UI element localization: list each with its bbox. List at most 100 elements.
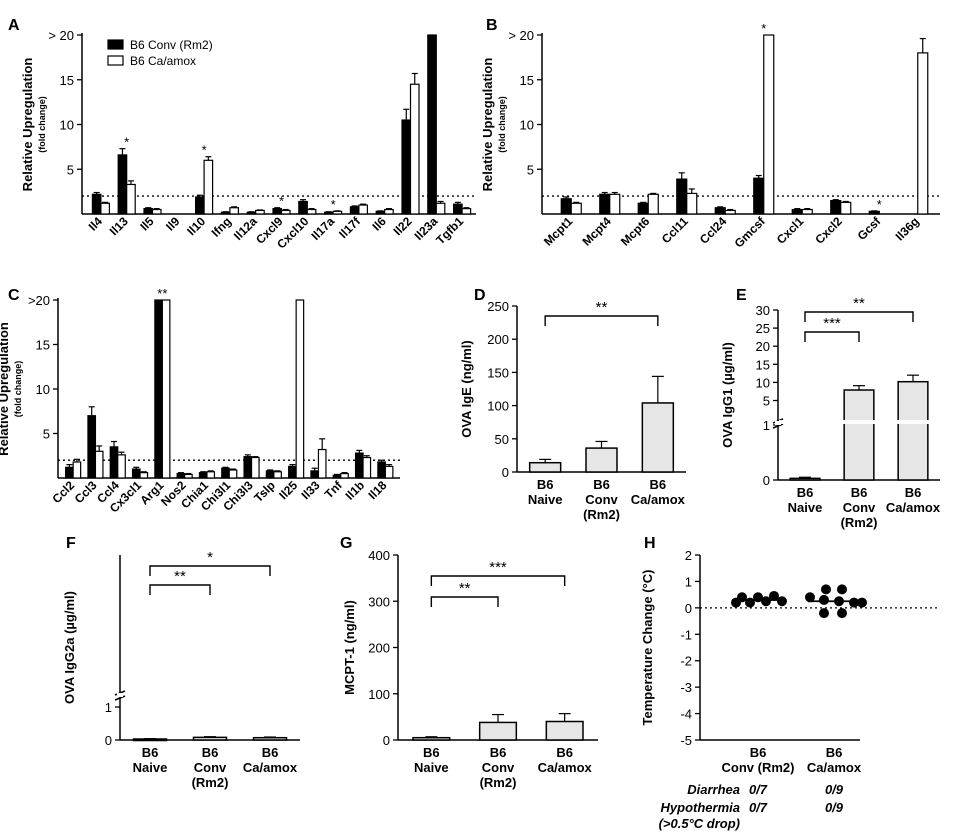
y-tick-label: -5	[680, 733, 692, 748]
data-point	[761, 596, 771, 607]
bar	[435, 202, 446, 215]
x-tick-label: Mcpt4	[579, 214, 614, 249]
data-point	[849, 597, 859, 608]
legend-label-conv: B6 Conv (Rm2)	[130, 38, 213, 52]
y-tick-label: 20	[756, 339, 770, 354]
y-axis-label: Relative Upregulation	[480, 58, 495, 192]
x-tick-label: Gmcsf	[732, 214, 769, 251]
x-tick-label: Il9	[163, 214, 183, 234]
data-point	[769, 590, 779, 601]
significance-bracket	[804, 311, 914, 322]
x-tick-label: (Rm2)	[583, 507, 620, 522]
y-tick-label: 0	[685, 601, 692, 616]
bar	[255, 209, 265, 215]
bar	[306, 208, 317, 215]
x-tick-label: Il18	[365, 478, 389, 502]
bar	[131, 468, 141, 479]
bar	[763, 34, 775, 215]
bar	[272, 208, 283, 215]
x-tick-label: Il4	[86, 214, 106, 234]
x-tick-label: B6	[262, 745, 279, 760]
x-tick-label: Ca/amox	[243, 760, 298, 775]
y-tick-label: 100	[368, 687, 390, 702]
bar	[324, 211, 334, 215]
panel-label-D: D	[474, 287, 486, 304]
bar	[250, 456, 260, 479]
bar	[203, 159, 214, 215]
x-tick-label: Conv (Rm2)	[722, 760, 795, 775]
x-tick-label: (Rm2)	[192, 775, 229, 790]
y-tick-label: 100	[487, 399, 509, 414]
significance-label: **	[853, 295, 865, 312]
significance-bracket	[804, 331, 860, 342]
bar	[585, 447, 618, 473]
bar	[109, 446, 119, 479]
significance-star: **	[157, 286, 167, 301]
significance-star: *	[202, 143, 207, 158]
y-tick-label: 1	[763, 418, 770, 433]
significance-label: **	[459, 580, 471, 597]
x-tick-label: Mcpt1	[541, 214, 576, 249]
x-tick-label: (Rm2)	[480, 775, 517, 790]
y-axis-label: MCPT-1 (ng/ml)	[342, 600, 357, 695]
y-tick-label: 10	[756, 375, 770, 390]
y-tick-label: 250	[487, 299, 509, 314]
bar	[298, 200, 308, 215]
x-tick-label: Tgfb1	[433, 214, 466, 247]
x-tick-label: Il25	[276, 478, 300, 502]
y-tick-label: 10	[60, 118, 74, 133]
y-tick-label: 15	[756, 357, 770, 372]
bar	[340, 472, 349, 479]
significance-star: *	[124, 135, 129, 150]
significance-star: *	[279, 194, 284, 209]
y-tick-label: 15	[520, 73, 534, 88]
bar	[676, 178, 688, 215]
bar	[228, 469, 238, 479]
bar	[599, 193, 611, 215]
bar	[206, 471, 216, 479]
x-tick-label: Naive	[788, 500, 823, 515]
bar	[714, 207, 726, 215]
bar	[724, 209, 736, 215]
x-tick-label: Cxcl2	[812, 214, 845, 247]
x-tick-label: Tnf	[322, 478, 346, 502]
legend-label-caamox: B6 Ca/amox	[130, 54, 196, 68]
x-tick-label: Mcpt6	[618, 214, 653, 249]
panel-label-E: E	[736, 287, 747, 304]
bar	[117, 454, 126, 479]
data-point	[837, 584, 847, 595]
bar-break-gap	[779, 420, 941, 424]
bar	[409, 83, 420, 215]
bar	[220, 211, 231, 215]
x-tick-label: (Rm2)	[841, 515, 878, 530]
x-tick-label: B6	[905, 485, 922, 500]
bar	[273, 471, 282, 479]
x-tick-label: Il13	[107, 214, 131, 238]
y-axis-sublabel: (fold change)	[37, 96, 47, 153]
panel-B: 5 10 15 > 20 Relative Upregulation (fold chan…	[480, 21, 940, 251]
y-axis-sublabel: (fold change)	[13, 361, 23, 418]
bar	[637, 202, 649, 215]
x-tick-label: Naive	[133, 760, 168, 775]
x-tick-label: Conv	[843, 500, 876, 515]
x-tick-label: Ccl11	[659, 214, 691, 246]
data-point	[857, 597, 867, 608]
y-tick-label: 10	[520, 118, 534, 133]
x-tick-label: B6	[797, 485, 814, 500]
y-tick-label: 5	[763, 394, 770, 409]
bar	[897, 380, 929, 481]
bar	[384, 465, 394, 479]
x-tick-label: Ca/amox	[886, 500, 941, 515]
bar	[265, 470, 275, 479]
x-tick-label: Ccl2	[49, 478, 77, 506]
x-tick-label: Il6	[369, 214, 389, 234]
bar	[560, 198, 572, 215]
bar	[384, 208, 394, 215]
bar	[840, 201, 852, 215]
y-tick-label: 25	[756, 321, 770, 336]
bar	[789, 477, 821, 481]
bar	[375, 210, 386, 215]
y-tick-label: 400	[368, 548, 390, 563]
